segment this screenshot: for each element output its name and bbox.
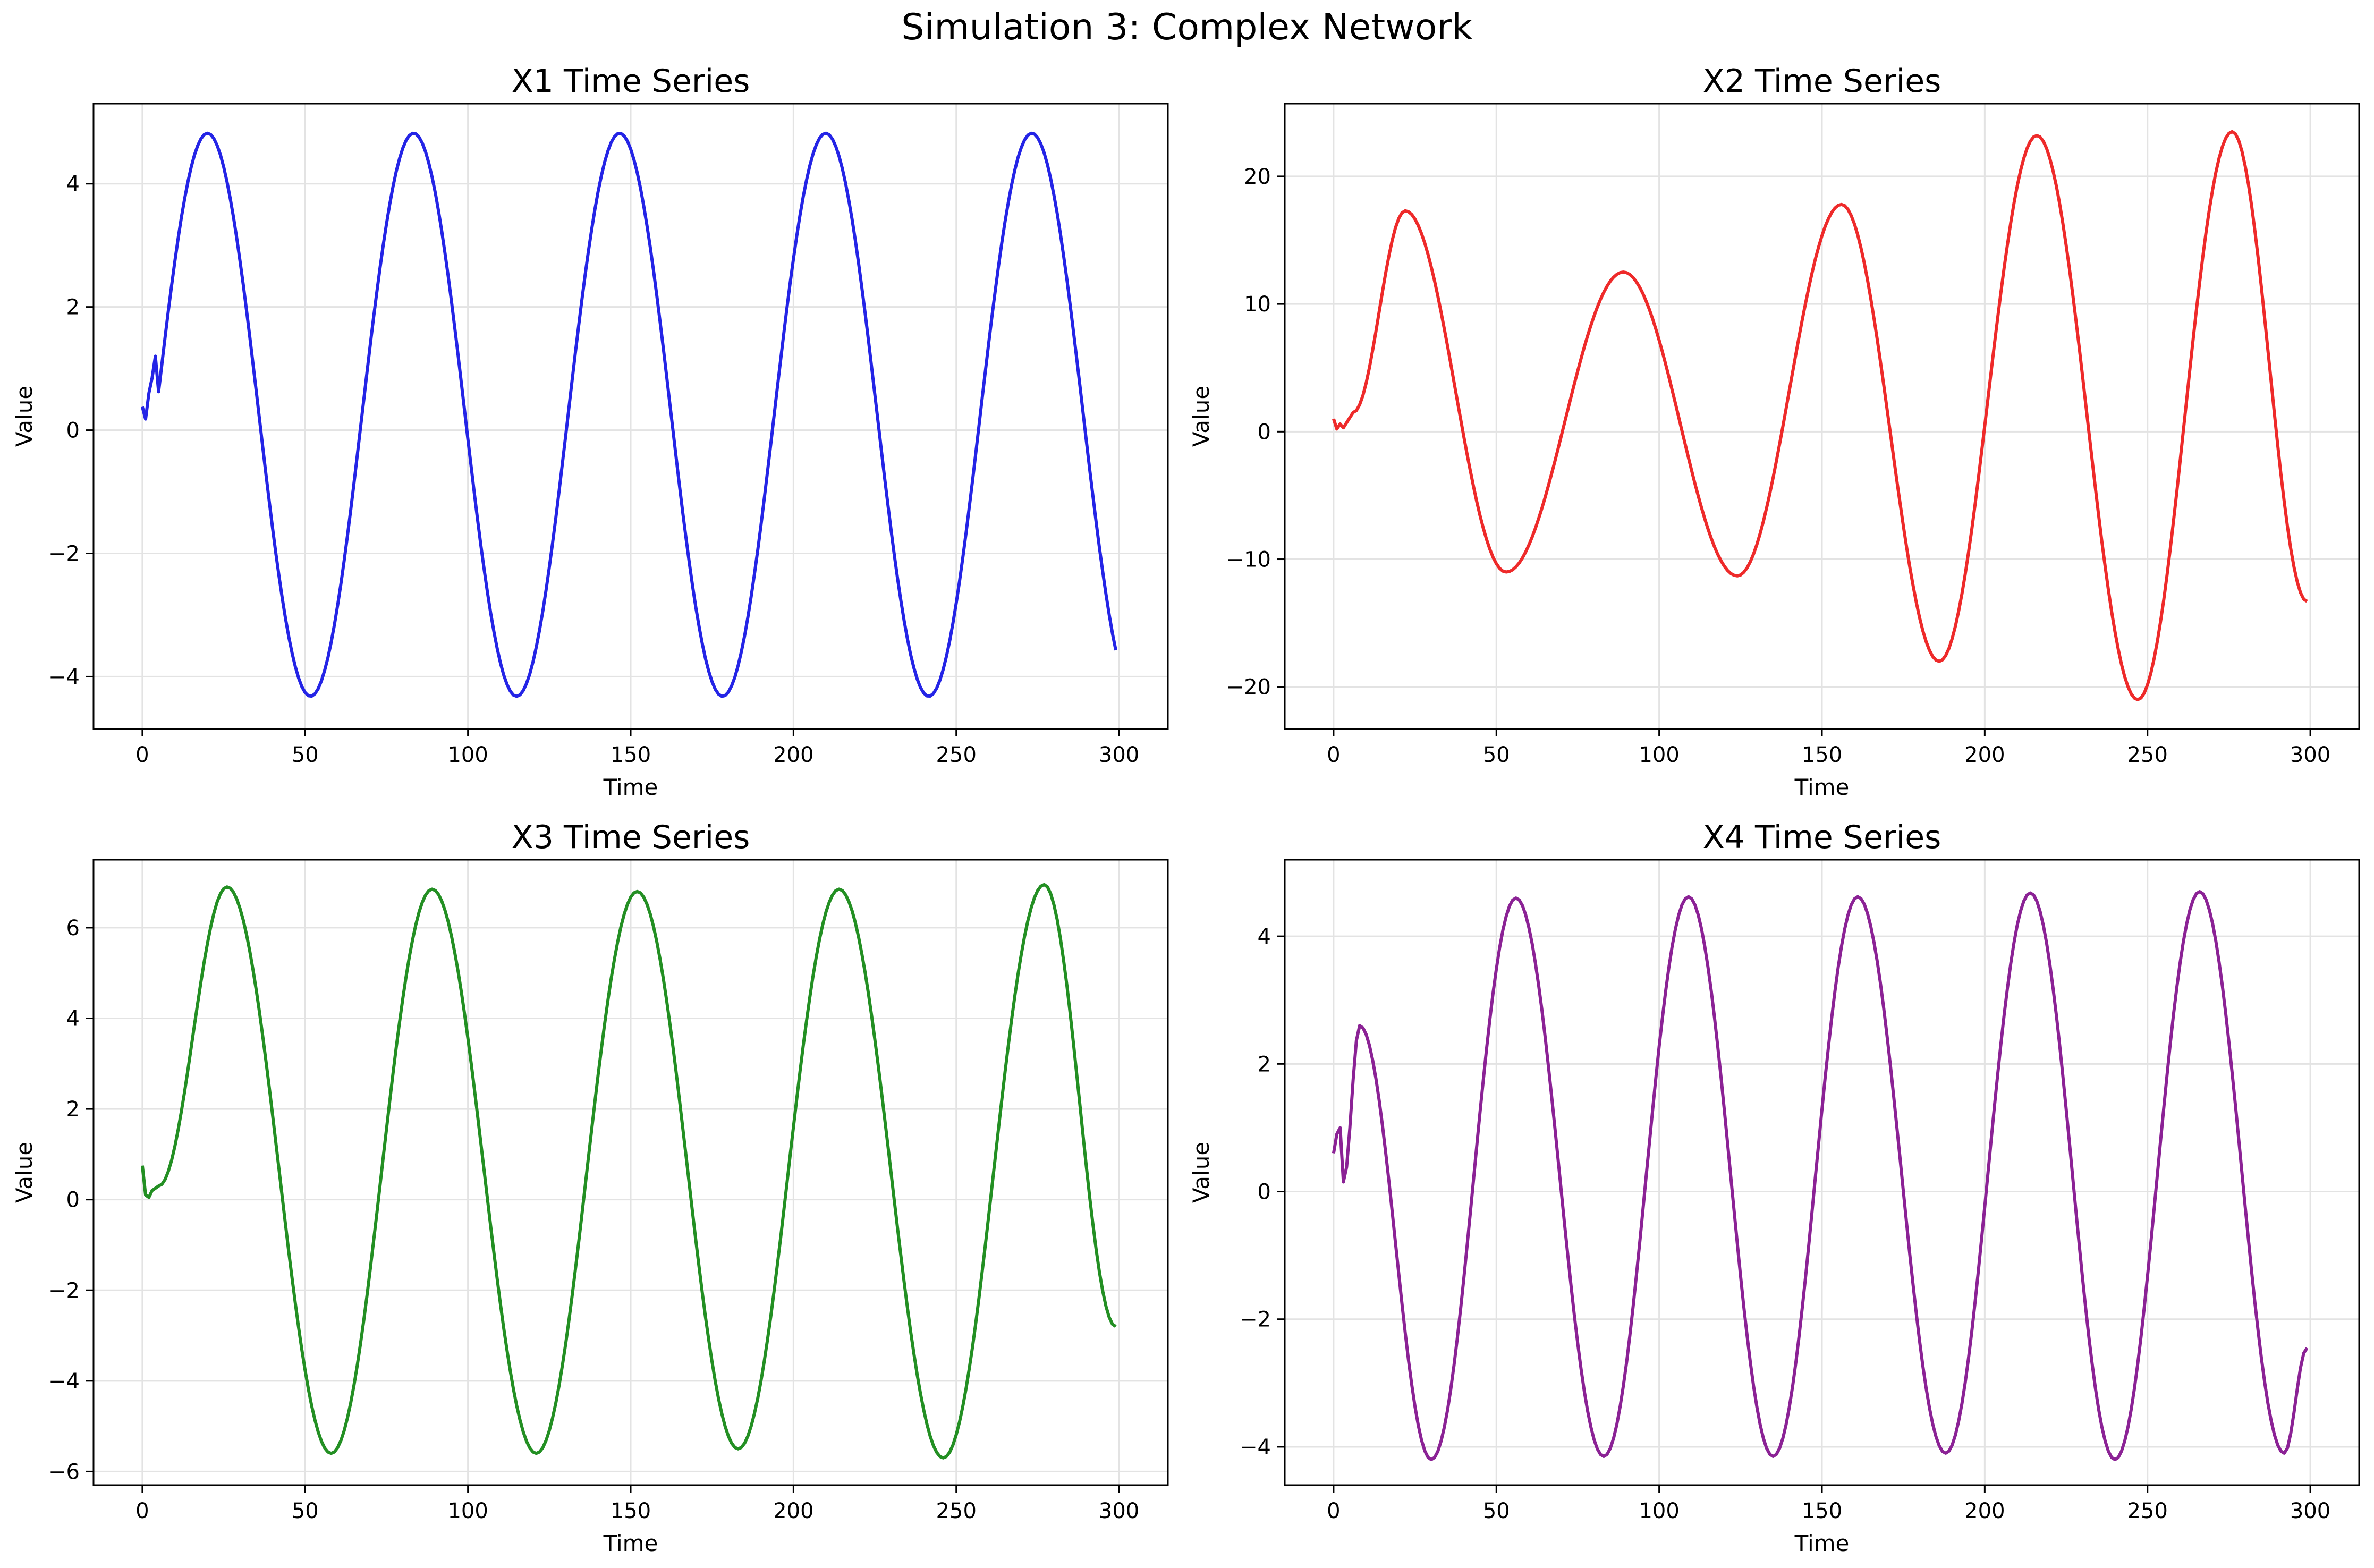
y-tick-label: 0 <box>1258 420 1271 444</box>
x-tick-label: 50 <box>1483 743 1510 767</box>
y-tick-label: 0 <box>1258 1180 1271 1205</box>
x-tick-label: 250 <box>2127 743 2168 767</box>
series-line-1 <box>140 883 1117 1460</box>
y-tick-label: −10 <box>1226 548 1271 572</box>
x-tick-label: 200 <box>1964 1499 2005 1523</box>
y-tick-label: −2 <box>48 1278 80 1303</box>
x-tick-label: 150 <box>611 1499 651 1523</box>
y-tick-label: −20 <box>1226 675 1271 700</box>
x-tick-label: 0 <box>135 743 149 767</box>
x-tick-label: 300 <box>1099 1499 1139 1523</box>
x-tick-label: 0 <box>1327 743 1340 767</box>
y-tick-label: 4 <box>66 172 80 197</box>
y-tick-label: 0 <box>66 419 80 443</box>
y-tick-label: 2 <box>1258 1052 1271 1077</box>
y-tick-label: 6 <box>66 916 80 940</box>
y-tick-label: 2 <box>66 295 80 320</box>
x-axis-label: Time <box>1794 774 1850 800</box>
series-line-1 <box>1332 130 2308 701</box>
x-tick-label: 300 <box>2290 1499 2330 1523</box>
x-tick-label: 100 <box>447 743 488 767</box>
x-axis-label: Time <box>603 1530 658 1556</box>
x-axis-label: Time <box>1794 1530 1850 1556</box>
x-tick-label: 100 <box>1639 743 1679 767</box>
x-tick-label: 50 <box>292 743 319 767</box>
x-tick-label: 0 <box>135 1499 149 1523</box>
x-tick-label: 300 <box>1099 743 1139 767</box>
subplot-1: 0 50 100 150 200 250 300 −4 −2 0 2 4 X1 Time Series T… <box>11 63 1169 800</box>
subplot-4: 0 50 100 150 200 250 300 −4 −2 0 2 4 X4 Time Series T… <box>1188 819 2360 1556</box>
x-tick-label: 150 <box>1802 743 1842 767</box>
x-tick-label: 250 <box>2127 1499 2168 1523</box>
y-axis-label: Value <box>11 1142 37 1203</box>
series-line-1 <box>140 131 1117 698</box>
y-tick-label: 4 <box>66 1007 80 1031</box>
subplot-title: X4 Time Series <box>1703 819 1941 856</box>
series-line-1 <box>1332 890 2309 1461</box>
y-tick-label: 4 <box>1258 925 1271 949</box>
x-tick-label: 300 <box>2290 743 2330 767</box>
subplot-title: X3 Time Series <box>512 819 750 856</box>
subplot-2: 0 50 100 150 200 250 300 −20 −10 0 10 20 X2 Time Ser… <box>1188 63 2360 800</box>
x-tick-label: 200 <box>1964 743 2005 767</box>
y-tick-label: −4 <box>48 665 80 689</box>
x-tick-label: 100 <box>447 1499 488 1523</box>
x-tick-label: 100 <box>1639 1499 1679 1523</box>
y-axis-label: Value <box>1188 386 1214 447</box>
y-tick-label: −2 <box>1240 1308 1271 1332</box>
y-axis-label: Value <box>11 386 37 447</box>
x-tick-label: 250 <box>936 743 977 767</box>
x-tick-label: 150 <box>1802 1499 1842 1523</box>
subplot-title: X2 Time Series <box>1703 63 1941 100</box>
y-tick-label: −2 <box>48 542 80 566</box>
y-tick-label: −6 <box>48 1460 80 1484</box>
subplot-3: 0 50 100 150 200 250 300 −6 −4 −2 0 2 4 6 X3 Time Seri… <box>11 819 1169 1556</box>
y-tick-label: −4 <box>1240 1435 1271 1460</box>
x-tick-label: 0 <box>1327 1499 1340 1523</box>
y-tick-label: 20 <box>1244 165 1271 189</box>
x-tick-label: 50 <box>292 1499 319 1523</box>
y-tick-label: 0 <box>66 1188 80 1213</box>
x-axis-label: Time <box>603 774 658 800</box>
y-tick-label: −4 <box>48 1369 80 1394</box>
subplot-title: X1 Time Series <box>512 63 750 100</box>
y-axis-label: Value <box>1188 1142 1214 1203</box>
x-tick-label: 200 <box>773 743 813 767</box>
y-tick-label: 2 <box>66 1097 80 1122</box>
figure-title: Simulation 3: Complex Network <box>901 6 1473 48</box>
x-tick-label: 200 <box>773 1499 813 1523</box>
x-tick-label: 50 <box>1483 1499 1510 1523</box>
y-tick-label: 10 <box>1244 292 1271 317</box>
x-tick-label: 250 <box>936 1499 977 1523</box>
x-tick-label: 150 <box>611 743 651 767</box>
